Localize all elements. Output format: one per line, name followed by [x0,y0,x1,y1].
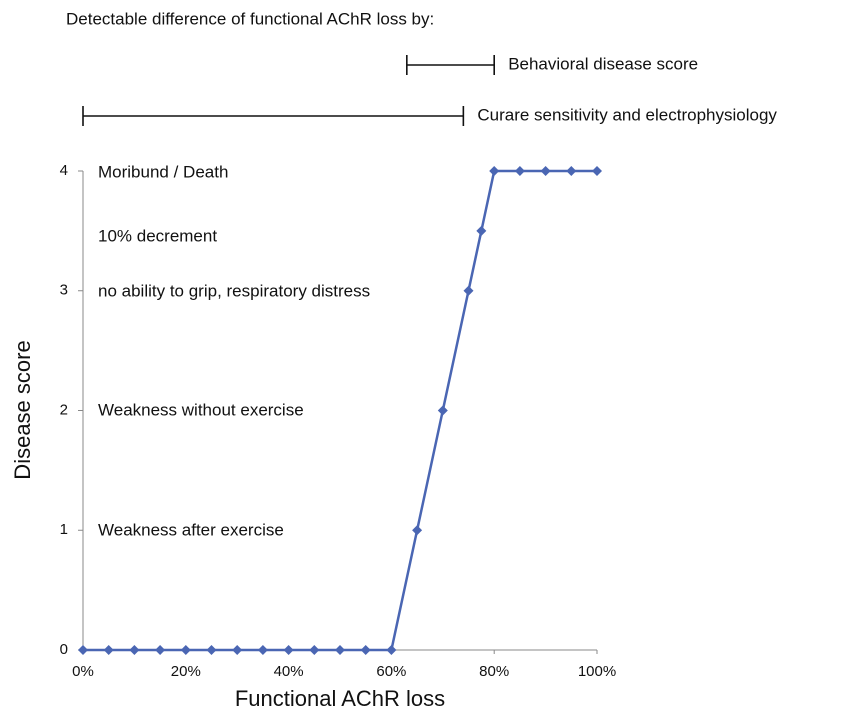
annotation: Weakness after exercise [98,520,284,539]
header: Detectable difference of functional AChR… [66,9,434,28]
marker [489,166,500,176]
x-tick-label: 80% [479,663,509,680]
series-line [83,169,597,652]
y-tick-label: 3 [60,282,68,299]
x-tick-label: 0% [72,663,94,680]
marker [103,645,114,655]
marker [412,525,423,536]
marker [566,166,577,176]
y-tick-label: 1 [60,521,68,538]
x-tick-label: 40% [274,663,304,680]
marker [592,166,602,176]
marker [232,645,243,655]
marker [309,645,320,655]
marker [129,645,140,655]
marker [386,645,397,655]
y-tick-label: 2 [60,401,68,418]
y-tick-label: 4 [60,162,68,179]
marker [180,645,191,655]
range-label: Curare sensitivity and electrophysiology [477,105,777,124]
y-axis-title: Disease score [10,340,35,479]
marker [476,225,487,236]
marker [437,405,448,416]
marker [463,285,474,296]
annotation: no ability to grip, respiratory distress [98,281,370,300]
annotation: Moribund / Death [98,162,228,181]
annotation: Weakness without exercise [98,400,304,419]
y-tick-label: 0 [60,641,68,658]
x-tick-label: 20% [171,663,201,680]
marker [283,645,294,655]
range-label: Behavioral disease score [508,54,698,73]
marker [78,645,88,655]
marker [360,645,371,655]
x-axis-title: Functional AChR loss [235,686,445,711]
annotation: 10% decrement [98,226,217,245]
marker [514,166,525,176]
marker [540,166,551,176]
marker [206,645,217,655]
marker [155,645,166,655]
marker [257,645,268,655]
marker [335,645,345,655]
x-tick-label: 100% [578,663,616,680]
x-tick-label: 60% [376,663,406,680]
